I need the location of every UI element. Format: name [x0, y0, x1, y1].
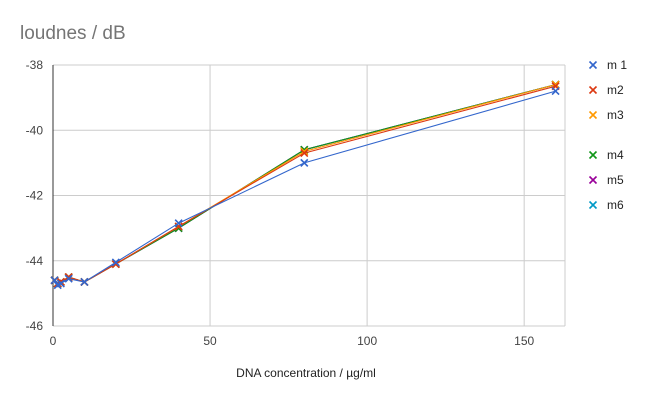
data-point — [300, 158, 309, 167]
x-tick-label: 150 — [514, 334, 534, 348]
data-point — [80, 277, 89, 287]
grid — [53, 64, 566, 327]
legend-item: m4 — [588, 148, 624, 162]
legend-label: m 1 — [607, 58, 627, 72]
tick-labels: -38 -40 -42 -44 -46 0 50 100 150 — [26, 58, 535, 348]
legend-item: m3 — [588, 108, 624, 122]
legend-marker-icon — [588, 150, 598, 160]
series-m1 — [50, 87, 560, 290]
legend-item: m5 — [588, 173, 624, 187]
y-tick-label: -38 — [26, 58, 44, 72]
chart-title: loudnes / dB — [20, 23, 126, 44]
data-point — [300, 147, 309, 156]
x-tick-label: 100 — [357, 334, 377, 348]
data-point — [300, 149, 309, 158]
data-point — [50, 276, 59, 285]
legend-label: m3 — [607, 108, 624, 122]
y-tick-label: -44 — [26, 254, 44, 268]
data-point — [111, 258, 120, 267]
y-tick-label: -42 — [26, 189, 44, 203]
series-group — [50, 80, 560, 290]
legend-item: m2 — [588, 83, 624, 97]
x-tick-label: 0 — [50, 334, 57, 348]
x-axis-label: DNA concentration / µg/ml — [236, 366, 376, 380]
legend-item: m6 — [588, 198, 624, 212]
data-point — [111, 259, 120, 269]
legend-item: m 1 — [588, 58, 627, 72]
legend-marker-icon — [588, 60, 598, 70]
legend-label: m5 — [607, 173, 624, 187]
x-tick-label: 50 — [203, 334, 217, 348]
series-m2 — [50, 82, 560, 288]
legend-label: m2 — [607, 83, 624, 97]
legend-marker-icon — [588, 175, 598, 185]
legend-marker-icon — [588, 85, 598, 95]
y-tick-label: -46 — [26, 319, 44, 333]
legend-marker-icon — [588, 110, 598, 120]
legend-label: m6 — [607, 198, 624, 212]
legend-marker-icon — [588, 200, 598, 210]
data-point — [56, 279, 65, 288]
data-point — [64, 274, 73, 283]
data-point — [174, 219, 183, 228]
legend: m 1 m2 m3 m4 m5 m6 — [588, 58, 627, 212]
y-tick-label: -40 — [26, 123, 44, 137]
data-point — [551, 87, 560, 96]
legend-label: m4 — [607, 148, 624, 162]
